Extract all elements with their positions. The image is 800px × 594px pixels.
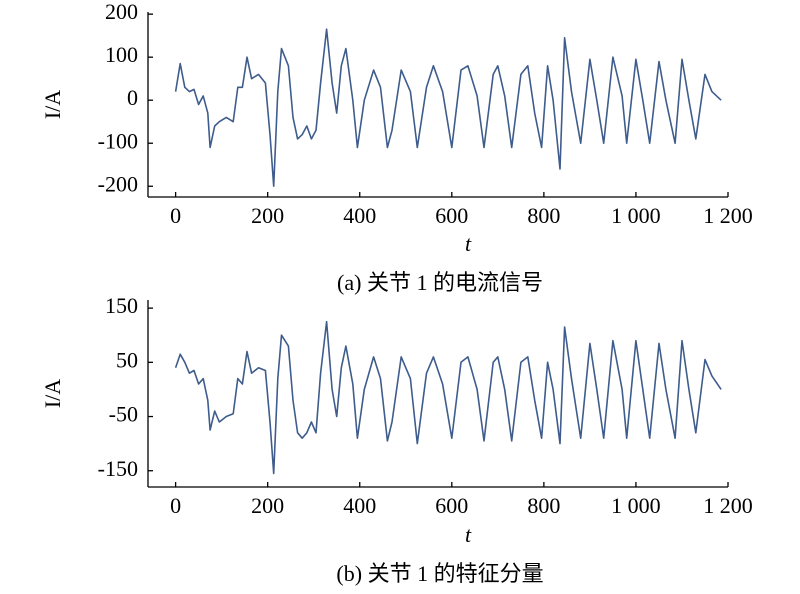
- caption: (a) 关节 1 的电流信号: [337, 270, 543, 295]
- y-tick-label: 50: [116, 347, 138, 372]
- caption: (b) 关节 1 的特征分量: [336, 561, 543, 586]
- y-tick-label: 0: [127, 85, 138, 110]
- x-tick-label: 400: [343, 203, 376, 228]
- y-tick-label: -100: [98, 128, 138, 153]
- x-tick-label: 1 000: [611, 493, 661, 518]
- y-tick-label: 150: [105, 293, 138, 318]
- x-axis-label: t: [465, 231, 472, 256]
- y-tick-label: 200: [105, 0, 138, 24]
- x-tick-label: 0: [170, 493, 181, 518]
- y-axis-label: I/A: [40, 90, 65, 119]
- x-tick-label: 1 200: [703, 493, 753, 518]
- y-tick-label: 100: [105, 42, 138, 67]
- x-tick-label: 1 200: [703, 203, 753, 228]
- y-tick-label: -150: [98, 456, 138, 481]
- signal-line: [174, 320, 722, 475]
- x-tick-label: 1 000: [611, 203, 661, 228]
- x-tick-label: 0: [170, 203, 181, 228]
- x-tick-label: 200: [251, 493, 284, 518]
- signal-line: [174, 28, 722, 187]
- y-tick-label: -200: [98, 171, 138, 196]
- x-axis-label: t: [465, 522, 472, 547]
- x-tick-label: 600: [435, 493, 468, 518]
- x-tick-label: 600: [435, 203, 468, 228]
- y-axis-label: I/A: [40, 379, 65, 408]
- x-tick-label: 200: [251, 203, 284, 228]
- x-tick-label: 400: [343, 493, 376, 518]
- x-tick-label: 800: [527, 493, 560, 518]
- y-tick-label: -50: [109, 402, 138, 427]
- x-tick-label: 800: [527, 203, 560, 228]
